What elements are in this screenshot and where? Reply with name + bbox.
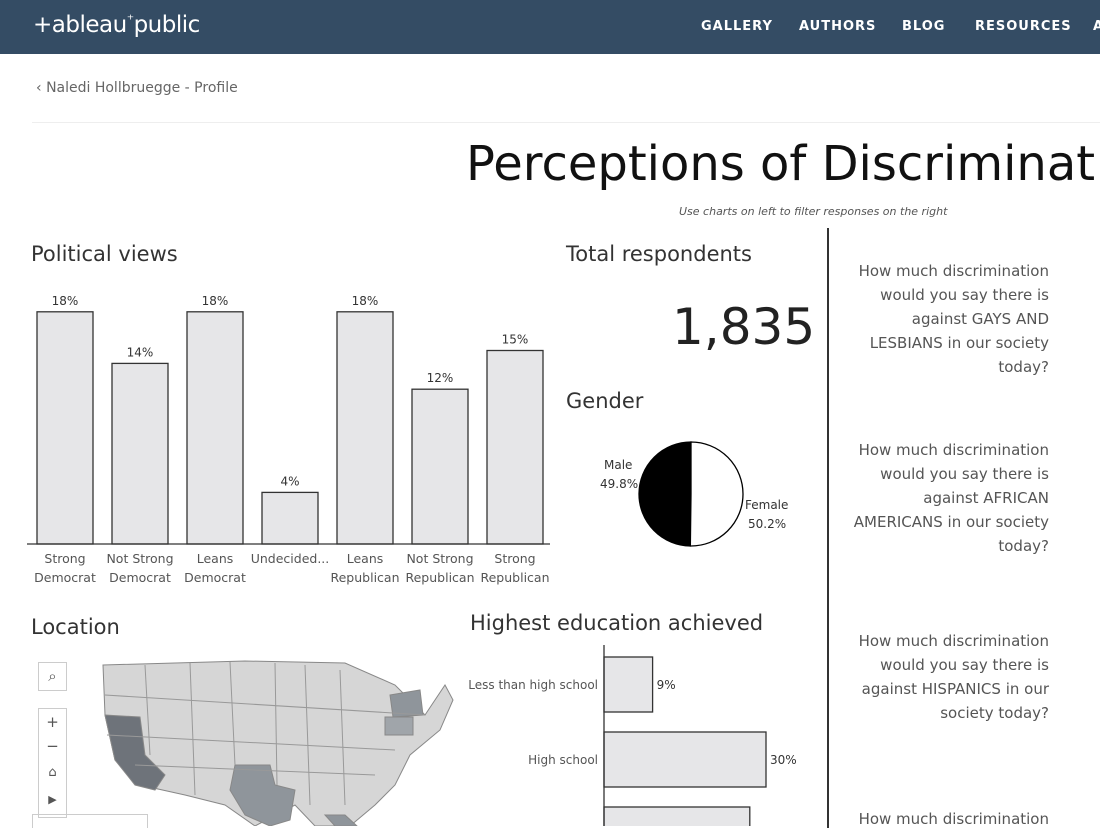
political-views-heading: Political views bbox=[31, 242, 178, 266]
political-category-label: Undecided... bbox=[251, 551, 330, 566]
state-borders bbox=[104, 661, 426, 806]
question-hispanics: How much discrimination would you say th… bbox=[858, 632, 1049, 722]
political-bar[interactable] bbox=[36, 311, 94, 545]
chevron-left-icon: ‹ bbox=[36, 80, 47, 96]
political-bar[interactable] bbox=[111, 362, 169, 545]
page-title: Perceptions of Discriminat bbox=[466, 136, 1096, 192]
political-bar-label: 15% bbox=[502, 333, 529, 347]
pie-slice-male[interactable] bbox=[638, 441, 692, 547]
play-icon[interactable]: ▶ bbox=[48, 793, 57, 806]
political-bar[interactable] bbox=[486, 349, 544, 545]
map-toolbar[interactable] bbox=[32, 814, 148, 828]
male-label: Male bbox=[604, 458, 632, 472]
tableau-public-logo[interactable]: +ableau⁺public bbox=[33, 12, 200, 38]
political-category-label: Leans bbox=[197, 551, 234, 566]
education-bar[interactable] bbox=[603, 731, 767, 788]
vertical-divider bbox=[827, 228, 829, 828]
location-heading: Location bbox=[31, 615, 120, 639]
back-to-profile-link[interactable]: ‹ Naledi Hollbruegge - Profile bbox=[36, 80, 238, 96]
search-icon: ⌕ bbox=[48, 667, 57, 685]
political-bar-label: 18% bbox=[202, 294, 229, 308]
political-bar[interactable] bbox=[261, 491, 319, 545]
gender-pie-chart[interactable]: Male 49.8% Female 50.2% bbox=[590, 436, 800, 556]
nav-more[interactable]: A bbox=[1093, 19, 1100, 34]
political-category-label: Strong bbox=[44, 551, 85, 566]
zoom-in-button[interactable]: + bbox=[46, 713, 59, 731]
education-heading: Highest education achieved bbox=[470, 611, 764, 635]
political-bar-label: 18% bbox=[352, 294, 379, 308]
political-bar[interactable] bbox=[336, 311, 394, 545]
pie-slice-female[interactable] bbox=[689, 441, 744, 547]
page-subtitle: Use charts on left to filter responses o… bbox=[679, 205, 948, 218]
home-icon[interactable]: ⌂ bbox=[48, 765, 57, 780]
political-bar[interactable] bbox=[411, 388, 469, 545]
political-category-label: Not Strong bbox=[406, 551, 473, 566]
state-texas[interactable] bbox=[229, 764, 296, 826]
state-pennsylvania[interactable] bbox=[384, 716, 414, 736]
map-controls: + − ⌂ ▶ bbox=[38, 708, 67, 818]
political-category-label: Not Strong bbox=[106, 551, 173, 566]
state-florida[interactable] bbox=[323, 814, 358, 826]
education-chart[interactable]: Less than high school 9% High school 30% bbox=[460, 645, 820, 826]
divider bbox=[32, 122, 1100, 123]
education-category-label: High school bbox=[528, 753, 598, 767]
education-bar[interactable] bbox=[603, 806, 751, 826]
nav-blog[interactable]: BLOG bbox=[902, 19, 946, 34]
nav-gallery[interactable]: GALLERY bbox=[701, 19, 773, 34]
political-category-label: Republican bbox=[405, 570, 474, 585]
political-category-label: Republican bbox=[480, 570, 549, 585]
nav-resources[interactable]: RESOURCES bbox=[975, 19, 1072, 34]
gender-heading: Gender bbox=[566, 389, 644, 413]
nav-authors[interactable]: AUTHORS bbox=[799, 19, 877, 34]
political-category-label: Leans bbox=[347, 551, 384, 566]
political-bar-label: 18% bbox=[52, 294, 79, 308]
education-bar-label: 9% bbox=[657, 678, 676, 692]
total-respondents-heading: Total respondents bbox=[566, 242, 752, 266]
total-respondents-value: 1,835 bbox=[672, 298, 816, 356]
breadcrumb-label: Naledi Hollbruegge - Profile bbox=[46, 80, 238, 96]
female-label: Female bbox=[745, 498, 788, 512]
education-category-label: Less than high school bbox=[468, 678, 598, 692]
male-value: 49.8% bbox=[600, 477, 638, 491]
political-category-label: Democrat bbox=[184, 570, 246, 585]
political-bar-label: 4% bbox=[280, 474, 299, 488]
top-nav-bar: +ableau⁺public GALLERY AUTHORS BLOG RESO… bbox=[0, 0, 1100, 54]
female-value: 50.2% bbox=[748, 517, 786, 531]
question-gays-lesbians: How much discrimination would you say th… bbox=[858, 262, 1049, 376]
map-search-button[interactable]: ⌕ bbox=[38, 662, 67, 691]
political-category-label: Democrat bbox=[34, 570, 96, 585]
political-category-label: Republican bbox=[330, 570, 399, 585]
question-african-americans: How much discrimination would you say th… bbox=[853, 441, 1049, 555]
political-bar-label: 12% bbox=[427, 371, 454, 385]
us-map[interactable] bbox=[95, 655, 455, 826]
question-4: How much discrimination bbox=[858, 810, 1049, 828]
political-category-label: Strong bbox=[494, 551, 535, 566]
education-bar[interactable] bbox=[603, 656, 654, 713]
political-bar[interactable] bbox=[186, 311, 244, 545]
state-california[interactable] bbox=[104, 714, 166, 791]
education-bar-label: 30% bbox=[770, 753, 797, 767]
political-bar-label: 14% bbox=[127, 345, 154, 359]
political-views-chart[interactable]: 18% Strong Democrat 14% Not Strong Democrat 18… bbox=[0, 280, 560, 590]
political-category-label: Democrat bbox=[109, 570, 171, 585]
zoom-out-button[interactable]: − bbox=[46, 737, 59, 755]
